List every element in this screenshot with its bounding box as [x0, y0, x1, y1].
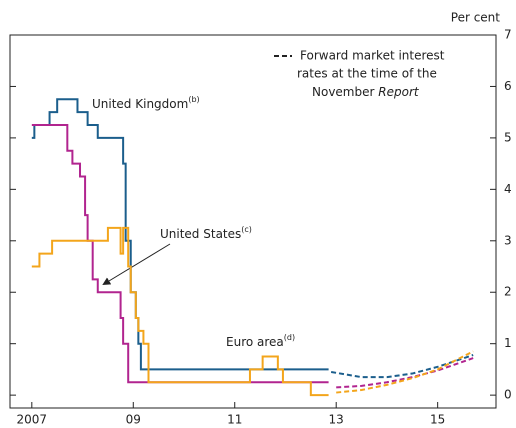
annotation-text: Euro area — [226, 335, 284, 349]
y-tick-label: 1 — [504, 336, 512, 350]
plot-frame — [9, 34, 497, 409]
y-tick-label: 3 — [504, 233, 512, 247]
annotation-arrow — [102, 243, 171, 286]
annotation: United Kingdom(b) — [92, 95, 200, 111]
rate-line — [31, 226, 329, 397]
forward-line — [336, 350, 474, 394]
x-tick-label: 13 — [329, 413, 344, 427]
legend-text: November — [312, 85, 374, 99]
legend-text: November Report — [312, 85, 420, 99]
annotation-text: United States — [160, 227, 241, 241]
rate-line — [31, 124, 329, 384]
y-tick-label: 2 — [504, 285, 512, 299]
annotation-note: (b) — [188, 95, 199, 104]
annotation: Euro area(d) — [226, 333, 295, 349]
y-tick-label: 4 — [504, 182, 512, 196]
annotation: United States(c) — [160, 225, 252, 241]
legend-text-italic: Report — [378, 85, 420, 99]
y-tick-label: 7 — [504, 28, 512, 42]
x-tick-label: 09 — [126, 413, 141, 427]
y-tick-label: 5 — [504, 130, 512, 144]
legend-text: rates at the time of the — [297, 67, 437, 81]
y-axis-label: Per cent — [451, 11, 501, 25]
y-tick-label: 0 — [504, 388, 512, 402]
x-tick-label: 15 — [430, 413, 445, 427]
annotation-text: United Kingdom — [92, 97, 188, 111]
y-tick-label: 6 — [504, 79, 512, 93]
x-tick-label: 11 — [227, 413, 242, 427]
legend-text: Forward market interest — [300, 49, 445, 63]
forward-line — [330, 354, 474, 379]
annotation-note: (c) — [241, 225, 252, 234]
annotation-note: (d) — [284, 333, 295, 342]
x-tick-label: 2007 — [17, 413, 48, 427]
